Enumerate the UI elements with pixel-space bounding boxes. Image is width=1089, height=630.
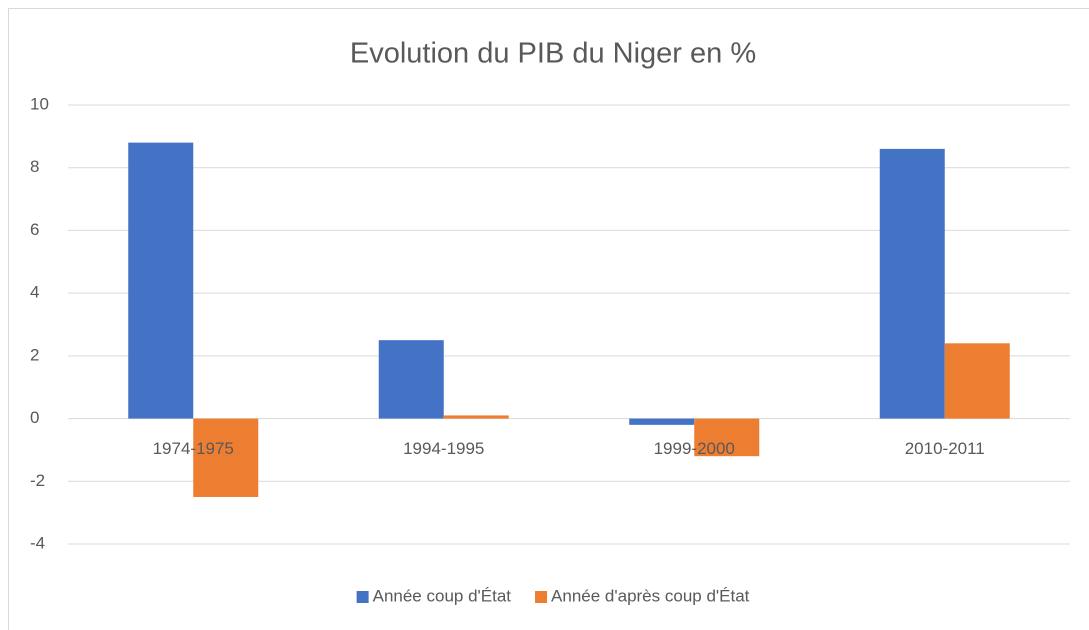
x-tick-label: 1994-1995 <box>403 439 484 458</box>
bar <box>128 142 194 419</box>
y-tick-label: -2 <box>30 471 45 490</box>
chart-title: Evolution du PIB du Niger en % <box>350 38 756 70</box>
x-tick-label: 2010-2011 <box>905 439 985 458</box>
bar <box>378 340 444 419</box>
y-tick-label: 10 <box>30 94 49 113</box>
y-tick-label: 6 <box>30 220 39 239</box>
legend-swatch <box>356 591 369 603</box>
y-tick-label: 0 <box>30 408 39 427</box>
bar <box>694 418 760 457</box>
bar <box>629 418 695 425</box>
x-tick-label: 1999-2000 <box>654 439 735 458</box>
x-tick-label: 1974-1975 <box>153 439 234 458</box>
y-tick-label: 8 <box>30 157 39 176</box>
bar <box>944 343 1010 419</box>
y-tick-label: 4 <box>30 283 39 302</box>
y-tick-label: 2 <box>30 345 39 364</box>
bar <box>443 415 509 419</box>
y-tick-label: -4 <box>30 533 45 552</box>
legend-item: Année coup d'État <box>356 586 512 605</box>
legend-label: Année coup d'État <box>373 586 512 605</box>
legend-swatch <box>535 591 548 603</box>
bar <box>879 148 945 419</box>
legend-item: Année d'après coup d'État <box>535 586 750 605</box>
legend-label: Année d'après coup d'État <box>551 586 750 605</box>
bar <box>193 418 259 497</box>
